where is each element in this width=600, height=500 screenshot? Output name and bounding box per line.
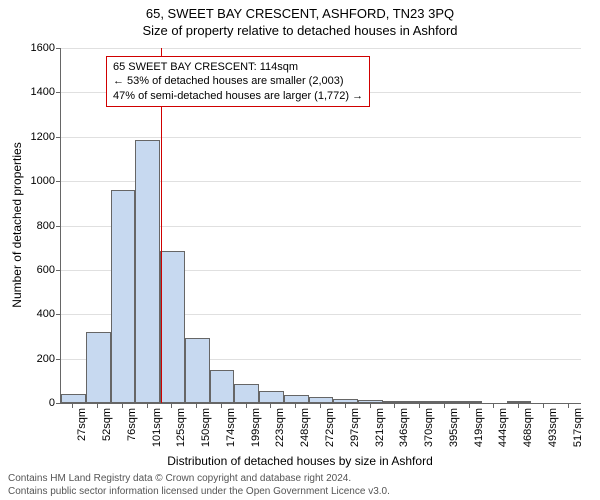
ytick-label: 0 [15, 397, 55, 409]
xtick-mark [196, 403, 197, 408]
ytick-label: 1400 [15, 86, 55, 98]
ytick-label: 400 [15, 308, 55, 320]
chart-subtitle: Size of property relative to detached ho… [0, 21, 600, 38]
annotation-box: 65 SWEET BAY CRESCENT: 114sqm← 53% of de… [106, 56, 370, 107]
xtick-mark [122, 403, 123, 408]
xtick-mark [270, 403, 271, 408]
plot-region: 65 SWEET BAY CRESCENT: 114sqm← 53% of de… [60, 48, 581, 404]
xtick-mark [246, 403, 247, 408]
xtick-mark [543, 403, 544, 408]
xtick-mark [568, 403, 569, 408]
xtick-label: 297sqm [349, 408, 361, 447]
xtick-label: 248sqm [299, 408, 311, 447]
grid-line [61, 48, 581, 49]
ytick-label: 1000 [15, 175, 55, 187]
ytick-label: 800 [15, 220, 55, 232]
xtick-label: 493sqm [547, 408, 559, 447]
xtick-mark [394, 403, 395, 408]
ytick-mark [56, 137, 61, 138]
ytick-mark [56, 48, 61, 49]
xtick-label: 419sqm [473, 408, 485, 447]
ytick-mark [56, 270, 61, 271]
ytick-label: 1600 [15, 42, 55, 54]
histogram-bar [111, 190, 136, 403]
xtick-label: 150sqm [200, 408, 212, 447]
annotation-line3: 47% of semi-detached houses are larger (… [113, 89, 363, 103]
xtick-label: 27sqm [76, 408, 88, 441]
ytick-mark [56, 359, 61, 360]
xtick-mark [221, 403, 222, 408]
ytick-mark [56, 92, 61, 93]
chart-area: 65 SWEET BAY CRESCENT: 114sqm← 53% of de… [60, 48, 580, 403]
ytick-mark [56, 314, 61, 315]
xtick-mark [171, 403, 172, 408]
xtick-mark [72, 403, 73, 408]
xtick-mark [419, 403, 420, 408]
ytick-mark [56, 181, 61, 182]
xtick-label: 321sqm [374, 408, 386, 447]
histogram-bar [210, 370, 235, 403]
xtick-label: 370sqm [423, 408, 435, 447]
xtick-mark [493, 403, 494, 408]
annotation-line2: ← 53% of detached houses are smaller (2,… [113, 74, 363, 88]
histogram-bar [135, 140, 160, 403]
xtick-label: 468sqm [522, 408, 534, 447]
xtick-mark [147, 403, 148, 408]
xtick-label: 272sqm [324, 408, 336, 447]
xtick-mark [518, 403, 519, 408]
footer-attribution: Contains HM Land Registry data © Crown c… [8, 473, 390, 498]
annotation-line1: 65 SWEET BAY CRESCENT: 114sqm [113, 60, 363, 74]
ytick-mark [56, 403, 61, 404]
ytick-label: 1200 [15, 131, 55, 143]
grid-line [61, 137, 581, 138]
histogram-bar [284, 395, 309, 403]
xtick-mark [469, 403, 470, 408]
xtick-label: 444sqm [497, 408, 509, 447]
histogram-bar [61, 394, 86, 403]
ytick-label: 200 [15, 353, 55, 365]
xtick-label: 174sqm [225, 408, 237, 447]
ytick-mark [56, 226, 61, 227]
histogram-bar [160, 251, 185, 403]
chart-container: 65, SWEET BAY CRESCENT, ASHFORD, TN23 3P… [0, 0, 600, 500]
xtick-mark [444, 403, 445, 408]
xtick-label: 125sqm [175, 408, 187, 447]
xtick-label: 199sqm [250, 408, 262, 447]
xtick-mark [97, 403, 98, 408]
histogram-bar [432, 401, 457, 403]
histogram-bar [185, 338, 210, 403]
xtick-mark [295, 403, 296, 408]
xtick-mark [345, 403, 346, 408]
histogram-bar [259, 391, 284, 403]
histogram-bar [457, 401, 482, 403]
x-axis-label: Distribution of detached houses by size … [0, 454, 600, 468]
xtick-label: 52sqm [101, 408, 113, 441]
histogram-bar [358, 400, 383, 403]
footer-line2: Contains public sector information licen… [8, 486, 390, 499]
histogram-bar [86, 332, 111, 403]
xtick-label: 346sqm [398, 408, 410, 447]
xtick-label: 76sqm [126, 408, 138, 441]
xtick-label: 395sqm [448, 408, 460, 447]
histogram-bar [333, 399, 358, 403]
xtick-label: 223sqm [274, 408, 286, 447]
xtick-mark [320, 403, 321, 408]
xtick-label: 517sqm [572, 408, 584, 447]
xtick-label: 101sqm [151, 408, 163, 447]
histogram-bar [234, 384, 259, 403]
ytick-label: 600 [15, 264, 55, 276]
chart-title: 65, SWEET BAY CRESCENT, ASHFORD, TN23 3P… [0, 0, 600, 21]
footer-line1: Contains HM Land Registry data © Crown c… [8, 473, 390, 486]
xtick-mark [370, 403, 371, 408]
